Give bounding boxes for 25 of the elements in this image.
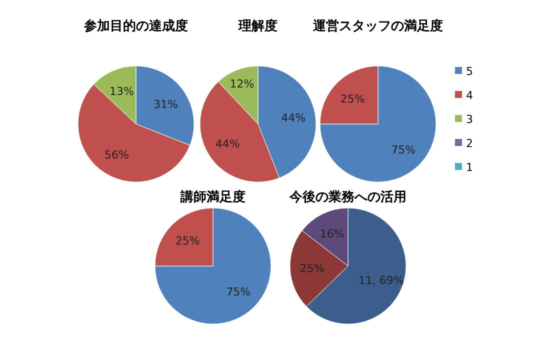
chart-title: 理解度 — [238, 18, 278, 34]
data-label: 12% — [230, 78, 254, 91]
data-label: 11, 69% — [358, 274, 404, 287]
data-label: 44% — [215, 137, 240, 150]
data-label: 31% — [154, 98, 178, 111]
legend-label: 5 — [466, 65, 473, 78]
chart-title: 運営スタッフの満足度 — [312, 18, 443, 34]
chart-title: 今後の業務への活用 — [288, 189, 406, 205]
pie-slice — [154, 208, 272, 324]
data-label: 25% — [175, 234, 200, 248]
data-label: 75% — [391, 143, 416, 156]
legend-label: 1 — [466, 161, 473, 174]
legend-label: 2 — [466, 137, 473, 150]
data-label: 75% — [226, 285, 251, 298]
data-label: 56% — [104, 148, 129, 162]
data-label: 25% — [300, 262, 324, 276]
data-label: 13% — [109, 85, 134, 98]
legend-label: 3 — [466, 113, 473, 126]
chart-title: 参加目的の達成度 — [83, 18, 188, 34]
legend-label: 4 — [466, 89, 473, 102]
data-label: 25% — [340, 92, 365, 106]
pie-slice — [320, 66, 436, 182]
data-label: 44% — [281, 111, 306, 124]
data-label: 16% — [320, 228, 344, 241]
chart-title: 講師満足度 — [180, 189, 246, 205]
